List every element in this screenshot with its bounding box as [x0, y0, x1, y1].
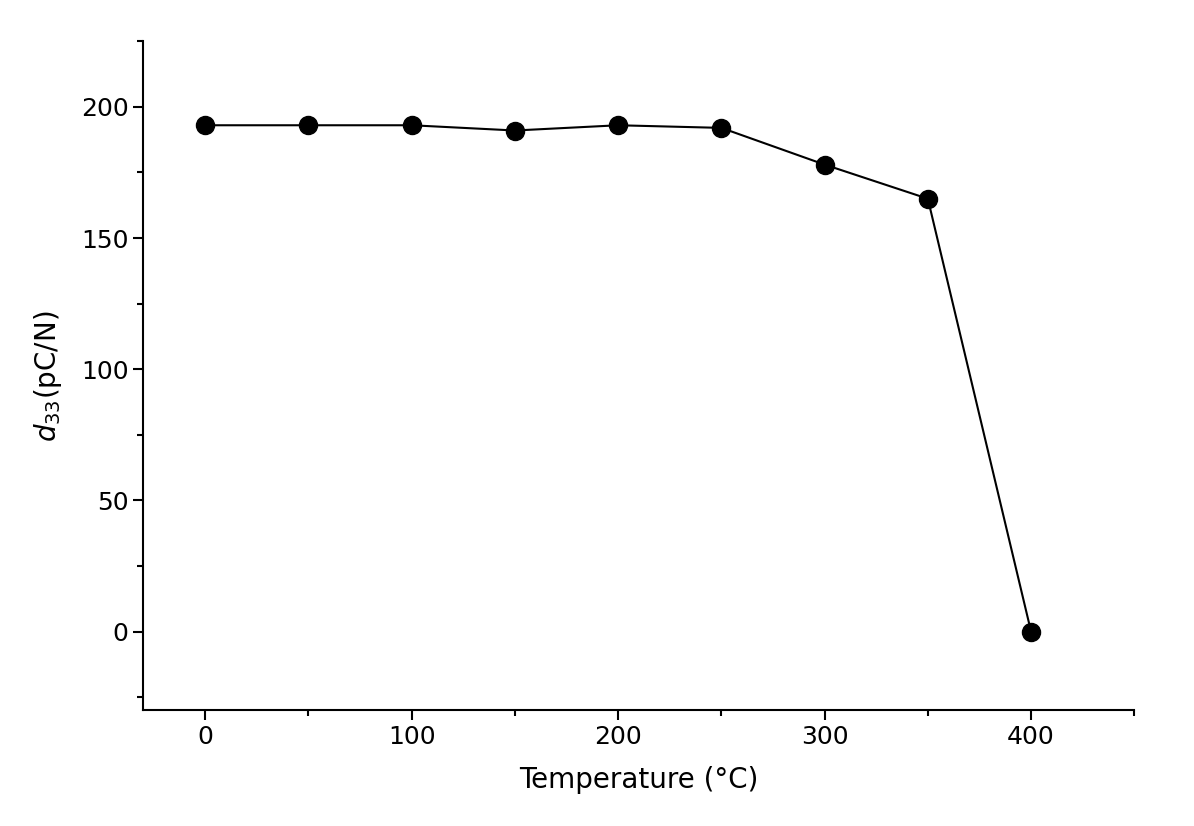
X-axis label: Temperature (°C): Temperature (°C)	[519, 766, 758, 794]
Y-axis label: $d_{33}$(pC/N): $d_{33}$(pC/N)	[32, 310, 64, 442]
